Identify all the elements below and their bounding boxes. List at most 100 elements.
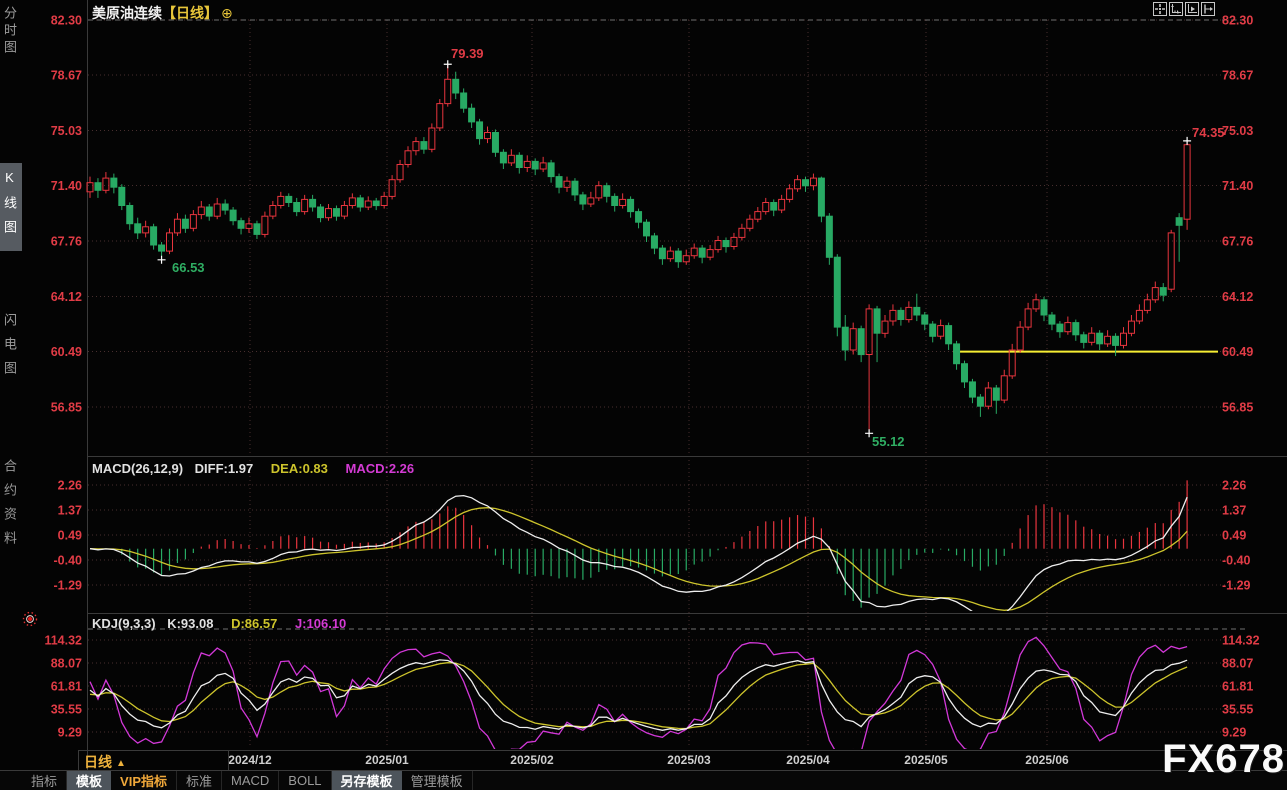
period-selector-label: 日线 [84, 754, 112, 770]
triangle-up-icon: ▲ [116, 758, 126, 769]
gridlines [88, 19, 1245, 748]
svg-text:-0.40: -0.40 [1222, 554, 1251, 568]
svg-text:78.67: 78.67 [51, 69, 82, 83]
svg-text:64.12: 64.12 [51, 290, 82, 304]
svg-text:64.12: 64.12 [1222, 290, 1253, 304]
kdj-params: KDJ(9,3,3) [92, 616, 156, 631]
fx678-watermark: FX678 [1162, 737, 1285, 781]
period-selector[interactable]: 日线 ▲ [84, 752, 126, 772]
svg-text:78.67: 78.67 [1222, 69, 1253, 83]
svg-text:1.37: 1.37 [1222, 504, 1246, 518]
separator-kdj-dates [78, 750, 1287, 751]
candles [86, 64, 1191, 434]
symbol-name: 美原油连续 [92, 5, 162, 21]
period-label: 【日线】 [162, 5, 218, 21]
kdj-j-value: J:106.10 [294, 616, 347, 631]
pan-right-icon[interactable] [1201, 2, 1215, 16]
svg-text:88.07: 88.07 [1222, 657, 1253, 671]
svg-text:2.26: 2.26 [58, 479, 82, 493]
svg-text:114.32: 114.32 [44, 634, 82, 648]
svg-text:56.85: 56.85 [51, 401, 82, 415]
date-label-2025/05: 2025/05 [904, 753, 948, 767]
tab-indicators[interactable]: 指标 [22, 771, 68, 790]
separator-macd-kdj [87, 613, 1287, 614]
svg-text:114.32: 114.32 [1222, 634, 1260, 648]
svg-text:35.55: 35.55 [1222, 703, 1253, 717]
kdj-d-value: D:86.57 [231, 616, 278, 631]
annotation-66.53: 66.53 [172, 260, 205, 275]
kdj-k-value: K:93.08 [167, 616, 214, 631]
axis-labels: 82.30 82.30 78.67 78.67 75.03 75.03 71.40 71.40… [44, 14, 1259, 740]
svg-text:0.49: 0.49 [58, 528, 82, 542]
tab-vip-indicators[interactable]: VIP指标 [111, 771, 177, 790]
annotation-74.35: 74.35 [1192, 125, 1225, 140]
svg-text:82.30: 82.30 [51, 14, 82, 28]
crosshair-icon[interactable] [1153, 2, 1167, 16]
macd-pane [89, 480, 1188, 611]
tab-manage-templates[interactable]: 管理模板 [402, 771, 473, 790]
svg-text:88.07: 88.07 [51, 657, 82, 671]
sun-icon[interactable] [21, 610, 39, 628]
date-row-cell-border-left [78, 750, 79, 770]
date-label-2025/06: 2025/06 [1025, 753, 1069, 767]
svg-text:75.03: 75.03 [1222, 124, 1253, 138]
chart-toolbar [1153, 2, 1215, 16]
svg-text:35.55: 35.55 [51, 703, 82, 717]
macd-macd-value: MACD:2.26 [345, 461, 415, 476]
svg-text:-1.29: -1.29 [54, 579, 83, 593]
tab-save-template[interactable]: 另存模板 [331, 771, 402, 790]
svg-text:67.76: 67.76 [1222, 235, 1253, 249]
sidebar-tab-flash[interactable]: 闪电图 [2, 313, 17, 385]
svg-text:0.49: 0.49 [1222, 528, 1246, 542]
bottom-toolbar: 指标 模板 VIP指标 标准 MACD BOLL 另存模板 管理模板 [0, 771, 1287, 790]
plot-left-border [87, 0, 88, 770]
axis-scale-icon[interactable] [1169, 2, 1183, 16]
separator-dates-toolbar [0, 770, 1287, 771]
macd-diff-value: DIFF:1.97 [194, 461, 254, 476]
kdj-pane [89, 636, 1188, 749]
kdj-header: KDJ(9,3,3) K:93.08 D:86.57 J:106.10 [92, 616, 346, 631]
date-label-2025/04: 2025/04 [786, 753, 830, 767]
svg-text:82.30: 82.30 [1222, 14, 1253, 28]
macd-header: MACD(26,12,9) DIFF:1.97 DEA:0.83 MACD:2.… [92, 461, 414, 476]
chart-title: 美原油连续【日线】 ⊕ [92, 3, 233, 23]
sidebar-tab-timeline[interactable]: 分时图 [2, 6, 17, 57]
svg-text:60.49: 60.49 [51, 345, 82, 359]
svg-text:71.40: 71.40 [1222, 179, 1253, 193]
sidebar-tab-contract-info[interactable]: 合约资料 [2, 459, 17, 555]
svg-text:2.26: 2.26 [1222, 479, 1246, 493]
annotation-79.39: 79.39 [451, 46, 484, 61]
svg-text:56.85: 56.85 [1222, 401, 1253, 415]
svg-text:60.49: 60.49 [1222, 345, 1253, 359]
svg-text:-0.40: -0.40 [54, 554, 83, 568]
sidebar-tab-kline[interactable]: K线图 [0, 163, 22, 251]
svg-text:61.81: 61.81 [1222, 680, 1253, 694]
macd-params: MACD(26,12,9) [92, 461, 184, 476]
annotation-55.12: 55.12 [872, 434, 905, 449]
tab-templates[interactable]: 模板 [67, 771, 112, 790]
tab-standard[interactable]: 标准 [177, 771, 223, 790]
tab-boll[interactable]: BOLL [279, 771, 332, 790]
svg-text:9.29: 9.29 [58, 726, 82, 740]
date-label-2025/02: 2025/02 [510, 753, 554, 767]
circle-plus-icon[interactable]: ⊕ [221, 5, 233, 21]
price-annotations: 79.39 66.53 55.12 74.35 [157, 46, 1225, 449]
svg-text:61.81: 61.81 [51, 680, 82, 694]
svg-text:71.40: 71.40 [51, 179, 82, 193]
svg-text:1.37: 1.37 [58, 504, 82, 518]
axis-play-icon[interactable] [1185, 2, 1199, 16]
date-label-2025/01: 2025/01 [365, 753, 409, 767]
svg-text:67.76: 67.76 [51, 235, 82, 249]
time-axis: 日线 ▲ 2024/12 2025/01 2025/02 2025/03 2025/04 2… [0, 751, 1287, 770]
date-label-2025/03: 2025/03 [667, 753, 711, 767]
date-label-2024/12: 2024/12 [228, 753, 272, 767]
separator-main-macd [87, 456, 1287, 457]
tab-macd[interactable]: MACD [222, 771, 280, 790]
date-row-cell-border-right [228, 750, 229, 770]
svg-text:75.03: 75.03 [51, 124, 82, 138]
svg-text:-1.29: -1.29 [1222, 579, 1251, 593]
svg-text:9.29: 9.29 [1222, 726, 1246, 740]
macd-dea-value: DEA:0.83 [270, 461, 328, 476]
